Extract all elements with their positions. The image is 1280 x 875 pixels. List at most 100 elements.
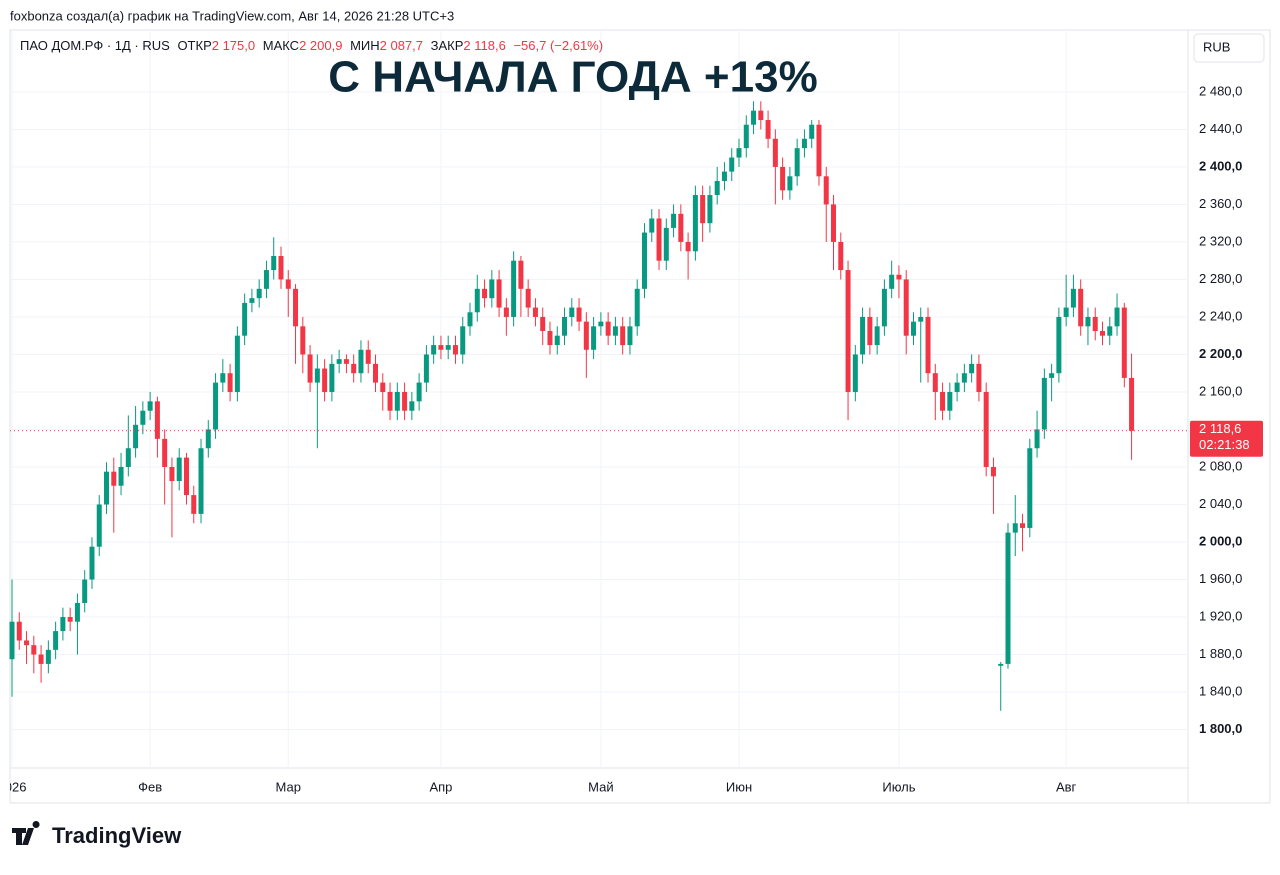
y-tick-label: 2 400,0 [1199, 158, 1242, 173]
low-value: 2 087,7 [380, 38, 423, 53]
candle-body [271, 255, 277, 271]
candle-body [823, 176, 829, 205]
candle-body [809, 124, 815, 139]
candle-body [794, 148, 800, 177]
logo: TradingView [12, 821, 182, 848]
candle-body [598, 321, 604, 327]
x-tick-label: Мар [276, 779, 301, 794]
candle-body [874, 326, 880, 346]
candle-body [772, 138, 778, 167]
candle-body [314, 368, 320, 383]
candle-body [852, 354, 858, 392]
candle-body [1092, 316, 1098, 332]
candle-body [402, 391, 408, 411]
candle-body [140, 410, 146, 425]
candle-body [162, 438, 168, 467]
candle-body [1020, 523, 1026, 528]
candle-body [445, 345, 451, 350]
candle-body [511, 260, 517, 317]
candle-body [1107, 326, 1113, 336]
candle-body [387, 391, 393, 411]
candle-body [351, 363, 357, 374]
candle-body [562, 316, 568, 336]
candle-body [198, 448, 204, 514]
y-tick-label: 2 040,0 [1199, 496, 1242, 511]
candle-body [307, 354, 313, 383]
x-tick-label: Май [588, 779, 613, 794]
attribution: foxbonza создал(а) график на TradingView… [10, 8, 454, 23]
candle-body [583, 321, 589, 350]
x-tick-label: Апр [429, 779, 452, 794]
candle-body [154, 401, 160, 439]
candle-body [969, 363, 975, 374]
candle-body [1034, 429, 1040, 449]
candle-body [678, 213, 684, 242]
y-tick-label: 1 920,0 [1199, 608, 1242, 623]
candle-body [16, 621, 22, 641]
logo-icon [12, 821, 40, 845]
candle-body [329, 363, 335, 392]
candle-body [1078, 288, 1084, 327]
candle-body [903, 279, 909, 336]
candle-body [627, 326, 633, 346]
y-tick-label: 2 160,0 [1199, 383, 1242, 398]
candle-body [525, 288, 531, 308]
candle-body [1012, 523, 1018, 533]
candle-body [1041, 377, 1047, 430]
chart-frame [9, 29, 1271, 804]
currency[interactable]: RUB [1203, 39, 1230, 54]
candle-body [540, 316, 546, 332]
candle-body [234, 335, 240, 392]
currency-button[interactable] [1193, 33, 1265, 63]
candle-body [460, 326, 466, 355]
candle-body [438, 345, 444, 350]
candle-body [634, 288, 640, 327]
candle-body [685, 241, 691, 252]
candle-body [9, 621, 15, 660]
high-value: 2 200,9 [299, 38, 342, 53]
candle-body [300, 326, 306, 355]
candle-body [249, 298, 255, 303]
candle-body [409, 401, 415, 411]
x-tick-label: Июль [882, 779, 915, 794]
candle-body [620, 326, 626, 346]
candle-body [423, 354, 429, 383]
candle-body [714, 180, 720, 196]
candle-body [256, 288, 262, 299]
countdown: 02:21:38 [1199, 437, 1250, 452]
candle-body [1049, 373, 1055, 378]
candle-body [954, 382, 960, 392]
open-value: 2 175,0 [212, 38, 255, 53]
candle-body [591, 326, 597, 350]
candle-body [925, 316, 931, 374]
candle-body [1129, 377, 1135, 431]
candle-body [53, 631, 59, 650]
candle-body [482, 288, 488, 299]
high-label: МАКС [263, 38, 299, 53]
last-price-tag [1190, 420, 1263, 457]
grid [10, 30, 1188, 768]
y-tick-label: 2 280,0 [1199, 271, 1242, 286]
candle-body [743, 124, 749, 149]
candle-body [1100, 331, 1105, 336]
candle-body [1005, 532, 1011, 664]
low-label: МИН [350, 38, 380, 53]
candle-body [932, 373, 938, 392]
candle-body [176, 457, 182, 482]
candle-body [518, 260, 524, 289]
y-tick-label: 2 360,0 [1199, 196, 1242, 211]
candle-body [111, 471, 117, 486]
candle-body [1056, 316, 1062, 374]
close-value: 2 118,6 [463, 38, 505, 53]
candle-body [787, 176, 793, 191]
y-tick-label: 2 200,0 [1199, 346, 1242, 361]
candle-body [663, 227, 669, 261]
candle-body [416, 382, 422, 402]
candle-body [336, 359, 342, 364]
candle-body [74, 602, 80, 622]
candle-body [60, 617, 66, 632]
legend: ПАО ДОМ.РФ · 1Д · RUS ОТКР2 175,0 МАКС2 … [20, 38, 603, 53]
y-tick-label: 1 840,0 [1199, 683, 1242, 698]
candle-body [881, 288, 887, 327]
